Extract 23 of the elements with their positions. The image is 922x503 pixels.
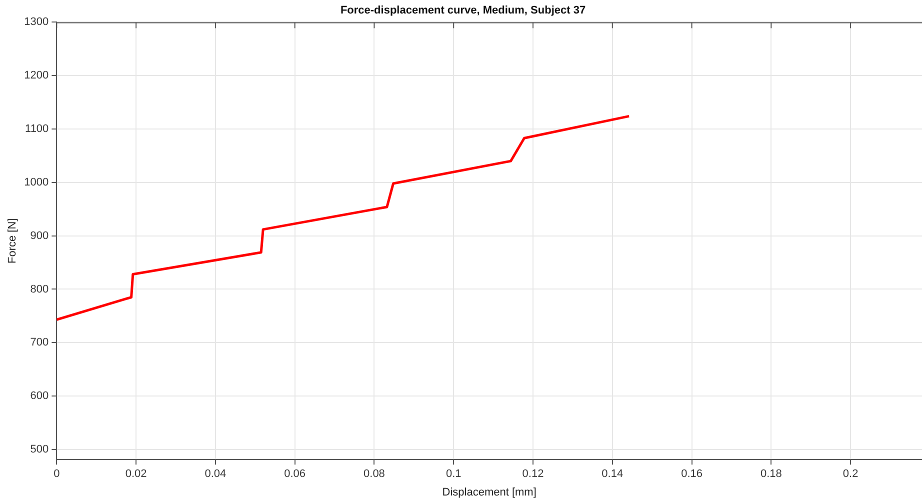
x-tick-label: 0.1	[446, 468, 462, 480]
y-tick-label: 1100	[25, 123, 49, 136]
x-tick-label: 0.04	[204, 468, 226, 480]
y-tick-label: 1000	[24, 176, 49, 188]
y-tick-label: 900	[30, 230, 49, 242]
x-tick-label: 0.18	[760, 468, 782, 480]
y-tick-label: 500	[30, 443, 49, 456]
x-tick-label: 0.2	[842, 468, 858, 480]
x-tick-label: 0.02	[125, 468, 147, 480]
x-tick-label: 0.06	[284, 468, 306, 480]
x-tick-label: 0.08	[364, 468, 385, 480]
chart-title: Force-displacement curve, Medium, Subject 37	[340, 4, 586, 17]
y-tick-label: 700	[30, 336, 49, 349]
x-tick-label: 0	[54, 468, 60, 480]
x-axis-title: Displacement [mm]	[442, 486, 536, 498]
y-tick-label: 1200	[24, 70, 49, 82]
y-axis-title: Force [N]	[6, 218, 19, 264]
x-tick-label: 0.16	[681, 468, 702, 480]
y-tick-label: 600	[30, 390, 49, 402]
y-tick-label: 800	[30, 283, 49, 296]
x-tick-label: 0.14	[602, 468, 624, 480]
x-tick-label: 0.12	[522, 468, 544, 480]
y-tick-label: 1300	[24, 16, 49, 28]
